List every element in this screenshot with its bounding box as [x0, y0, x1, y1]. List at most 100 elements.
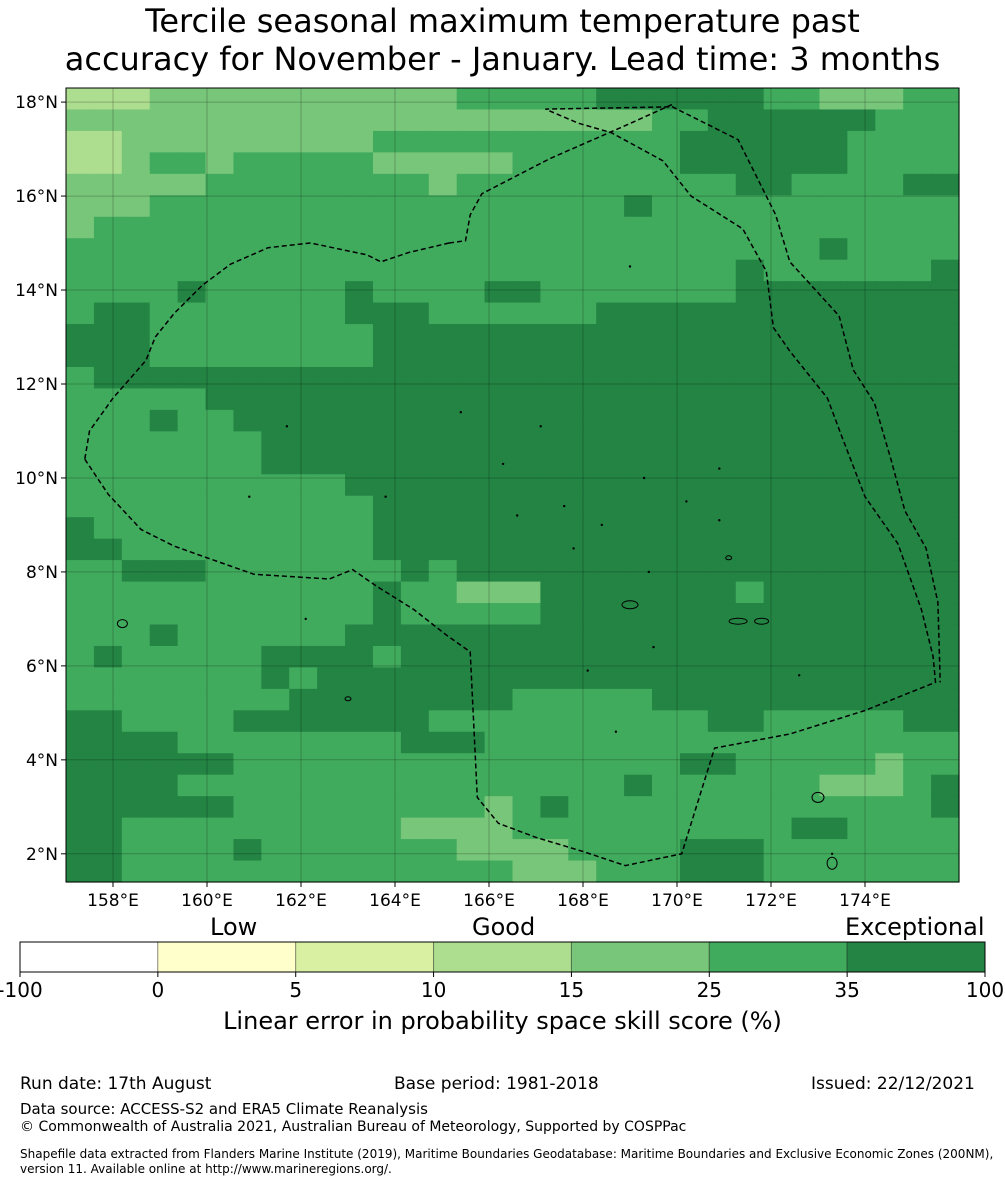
grid-cell — [819, 710, 848, 733]
grid-cell — [149, 495, 179, 518]
grid-cell — [205, 324, 235, 347]
grid-cell — [540, 688, 569, 711]
grid-cell — [121, 88, 151, 111]
grid-cell — [847, 195, 876, 218]
grid-cell — [791, 238, 821, 261]
grid-cell — [568, 645, 597, 669]
y-tick-label: 16°N — [15, 187, 58, 207]
grid-cell — [540, 667, 569, 690]
grid-cell — [456, 452, 486, 475]
grid-cell — [289, 560, 318, 583]
grid-cell — [345, 688, 374, 711]
grid-cell — [484, 88, 514, 111]
grid-cell — [903, 152, 932, 175]
grid-cell — [735, 839, 765, 862]
grid-cell — [317, 796, 346, 819]
grid-cell — [707, 195, 737, 218]
grid-cell — [707, 173, 737, 196]
grid-cell — [205, 603, 235, 626]
grid-cell — [317, 624, 346, 647]
grid-cell — [735, 259, 765, 282]
grid-cell — [93, 195, 123, 218]
colorbar-swatch — [846, 941, 986, 973]
grid-cell — [428, 839, 458, 862]
grid-cell — [456, 817, 486, 840]
grid-cell — [903, 388, 932, 411]
grid-cell — [372, 603, 402, 626]
grid-cell — [205, 195, 235, 218]
grid-cell — [847, 152, 876, 175]
grid-cell — [289, 710, 318, 733]
grid-cell — [679, 238, 709, 261]
grid-cell — [763, 345, 793, 368]
grid-cell — [177, 517, 207, 540]
grid-cell — [540, 495, 569, 518]
grid-cell — [540, 731, 569, 754]
grid-cell — [345, 560, 374, 583]
grid-cell — [791, 538, 821, 561]
grid-cell — [903, 753, 932, 776]
grid-cell — [875, 130, 904, 153]
grid-cell — [679, 259, 709, 282]
grid-cell — [261, 152, 290, 175]
grid-cell — [652, 302, 681, 325]
grid-cell — [317, 517, 346, 540]
grid-cell — [177, 345, 207, 368]
grid-cell — [428, 388, 458, 411]
grid-cell — [596, 366, 625, 390]
map-frame — [65, 87, 960, 883]
grid-cell — [903, 667, 932, 690]
grid-cell — [679, 839, 709, 862]
grid-cell — [456, 774, 486, 797]
grid-cell — [428, 667, 458, 690]
islet-mark — [539, 425, 542, 428]
grid-cell — [400, 817, 430, 840]
grid-cell — [707, 130, 737, 153]
grid-cell — [93, 581, 123, 604]
grid-cell — [568, 860, 597, 883]
grid-cell — [317, 130, 346, 153]
grid-cell — [428, 152, 458, 175]
grid-cell — [512, 774, 542, 797]
grid-cell — [177, 324, 207, 347]
grid-cell — [512, 817, 542, 840]
grid-cell — [540, 238, 569, 261]
grid-cell — [400, 860, 430, 883]
grid-cell — [847, 581, 876, 604]
grid-cell — [428, 366, 458, 390]
grid-cell — [819, 324, 848, 347]
islet-mark — [628, 265, 632, 268]
colorbar-tick-label: 35 — [834, 978, 860, 1002]
grid-cell — [596, 452, 625, 475]
grid-cell — [652, 710, 681, 733]
grid-cell — [149, 645, 179, 669]
grid-cell — [66, 581, 95, 604]
grid-cell — [931, 839, 960, 862]
grid-cell — [428, 603, 458, 626]
grid-cell — [847, 238, 876, 261]
grid-cell — [540, 173, 569, 196]
grid-cell — [149, 302, 179, 325]
grid-cell — [428, 624, 458, 647]
grid-cell — [205, 581, 235, 604]
grid-cell — [428, 431, 458, 454]
grid-cell — [679, 302, 709, 325]
grid-cell — [345, 624, 374, 647]
grid-cell — [707, 152, 737, 175]
grid-cell — [819, 495, 848, 518]
grid-cell — [372, 452, 402, 475]
grid-cell — [847, 753, 876, 776]
grid-cell — [903, 452, 932, 475]
grid-cell — [568, 452, 597, 475]
grid-cell — [400, 796, 430, 819]
grid-cell — [261, 452, 290, 475]
grid-cell — [763, 216, 793, 239]
islet-mark — [718, 467, 721, 470]
grid-cell — [540, 817, 569, 840]
grid-cell — [819, 366, 848, 390]
grid-cell — [931, 796, 960, 819]
grid-cell — [540, 603, 569, 626]
grid-cell — [875, 152, 904, 175]
grid-cell — [568, 302, 597, 325]
grid-cell — [512, 688, 542, 711]
